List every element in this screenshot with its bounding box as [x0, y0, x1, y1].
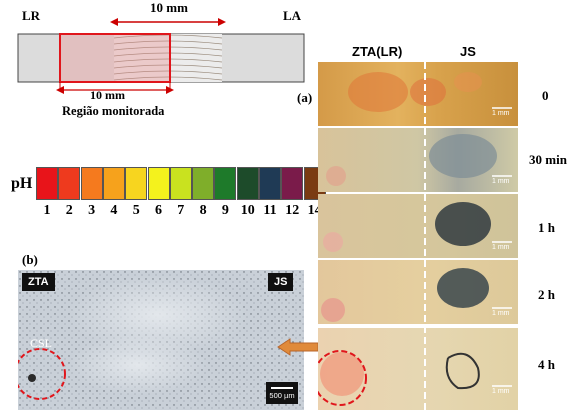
ph-swatch-1: [36, 167, 58, 200]
ph-swatch-8: [192, 167, 215, 200]
photo-30min: [318, 128, 518, 192]
scale-30min: 1 mm: [492, 178, 510, 185]
time-label-2h: 2 h: [538, 287, 555, 302]
monitored-region-box: [59, 33, 171, 83]
ph-value-8: 8: [199, 203, 207, 218]
photo-divider: [424, 62, 426, 410]
ph-value-5: 5: [132, 203, 140, 218]
ph-value-11: 11: [263, 203, 277, 218]
ph-swatch-6: [147, 167, 170, 200]
ph-swatch-9: [214, 167, 237, 200]
ph-value-10: 10: [240, 203, 255, 218]
ph-swatch-7: [169, 167, 192, 200]
ph-value-9: 9: [221, 203, 229, 218]
ph-value-6: 6: [155, 203, 162, 218]
label-la: LA: [283, 8, 302, 23]
time-label-1h: 1 h: [538, 220, 555, 235]
dark-pit: [28, 374, 36, 382]
ph-value-2: 2: [65, 203, 73, 218]
schematic-diagram: [17, 18, 305, 94]
photo-4h: [318, 328, 518, 410]
scale-2h: 1 mm: [492, 310, 510, 317]
time-label-30min: 30 min: [529, 152, 567, 167]
panel-b-letter: (b): [22, 252, 38, 267]
ph-value-7: 7: [177, 203, 185, 218]
top-arrow-head-right: [218, 18, 226, 26]
scale-4h: 1 mm: [492, 388, 510, 395]
tag-zta: ZTA: [22, 273, 55, 291]
micrograph: ZTA JS CSL 500 µm: [18, 270, 304, 410]
photo-2h: [318, 260, 518, 324]
photo-4h-circle: [318, 350, 367, 406]
ph-swatch-11: [259, 167, 281, 200]
micro-scale-text: 500 µm: [269, 391, 295, 400]
weld-stripes: [113, 34, 223, 81]
monitored-region-label: Região monitorada: [62, 104, 165, 118]
panel-a-letter: (a): [297, 90, 313, 105]
ph-swatch-2: [58, 167, 81, 200]
scale-0: 1 mm: [492, 110, 510, 117]
scale-1h: 1 mm: [492, 244, 510, 251]
ph-scale: 1 2 3 4 5 6 7 8 9 10 11 12 14: [0, 0, 326, 230]
micrograph-texture: [18, 270, 304, 410]
column-js: JS: [460, 44, 476, 59]
ph-swatch-3: [80, 167, 103, 200]
micro-scale-line: [271, 387, 293, 389]
column-zta-lr: ZTA(LR): [352, 44, 403, 59]
top-arrow-head-left: [110, 18, 118, 26]
micro-scale-bar: 500 µm: [266, 382, 298, 404]
photo-1h: [318, 194, 518, 258]
label-lr: LR: [22, 8, 41, 23]
ph-swatch-5: [125, 167, 148, 200]
ph-value-3: 3: [88, 203, 96, 218]
photo-0: [318, 62, 518, 126]
csl-label: CSL: [30, 336, 53, 350]
photo-scale-lines: [492, 107, 512, 387]
ph-swatch-10: [236, 167, 259, 200]
ph-swatch-4: [102, 167, 125, 200]
orange-arrow: [277, 338, 319, 356]
ph-value-4: 4: [110, 203, 118, 218]
ph-scale-label: pH: [11, 175, 33, 192]
bottom-dimension-label: 10 mm: [90, 88, 125, 102]
tag-js: JS: [268, 273, 294, 291]
ph-value-12: 12: [285, 203, 300, 218]
ph-swatch-12: [281, 167, 304, 200]
top-dimension-label: 10 mm: [150, 0, 188, 15]
time-label-4h: 4 h: [538, 357, 555, 372]
ph-value-1: 1: [43, 203, 51, 218]
csl-circle: [18, 348, 66, 400]
time-label-0: 0: [542, 88, 549, 103]
